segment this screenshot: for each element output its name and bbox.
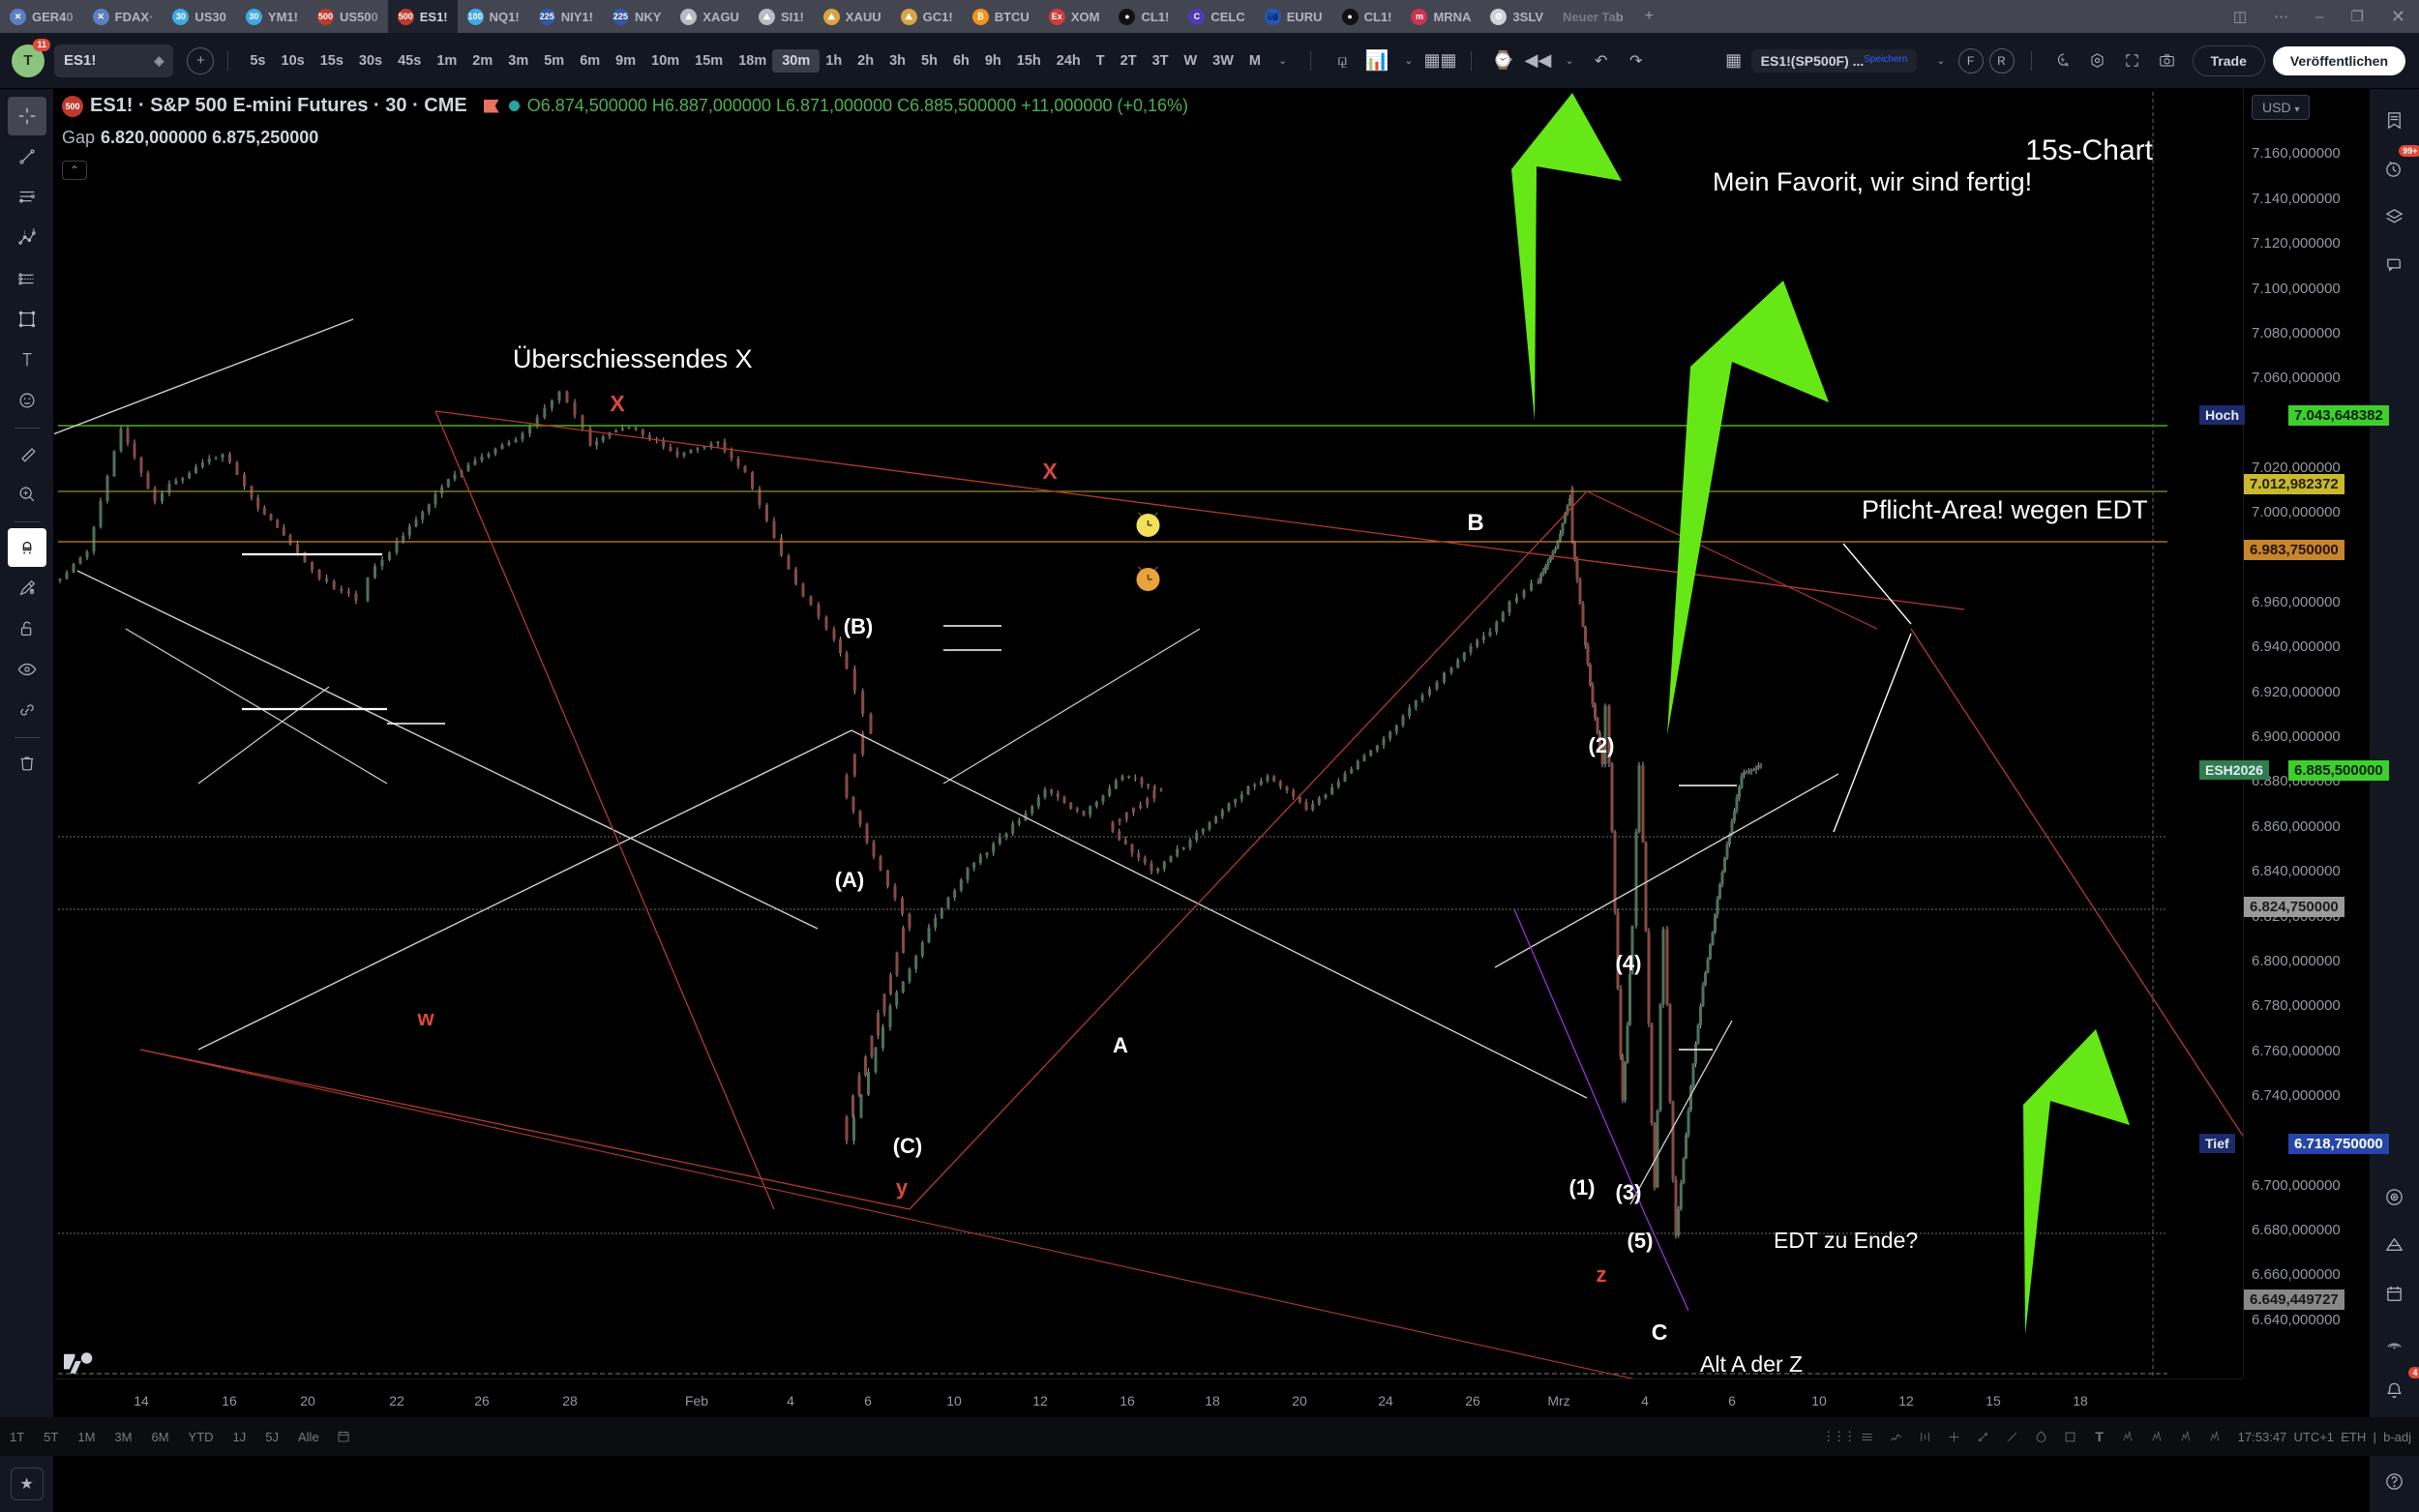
svg-text:(2): (2): [1589, 733, 1615, 757]
svg-text:Pflicht-Area! wegen EDT: Pflicht-Area! wegen EDT: [1862, 495, 2148, 524]
svg-text:5: 5: [32, 227, 35, 232]
svg-text:A: A: [1113, 1033, 1128, 1057]
svg-text:(5): (5): [1628, 1229, 1654, 1253]
svg-text:y: y: [896, 1175, 909, 1200]
svg-text:B: B: [1467, 510, 1483, 536]
svg-text:(B): (B): [844, 614, 874, 638]
svg-text:EDT zu Ende?: EDT zu Ende?: [1774, 1228, 1918, 1253]
svg-text:z: z: [1597, 1262, 1607, 1287]
svg-text:(C): (C): [893, 1134, 923, 1158]
svg-text:X: X: [1042, 459, 1058, 484]
svg-text:(4): (4): [1616, 951, 1642, 975]
svg-text:(3): (3): [1616, 1180, 1642, 1204]
svg-text:X: X: [610, 391, 625, 416]
svg-text:Alt A der Z: Alt A der Z: [1700, 1351, 1803, 1377]
svg-text:(1): (1): [1569, 1175, 1596, 1200]
svg-text:1: 1: [23, 229, 26, 234]
svg-text:C: C: [1652, 1319, 1668, 1345]
svg-text:(A): (A): [835, 868, 865, 892]
svg-text:Mein Favorit, wir sind fertig!: Mein Favorit, wir sind fertig!: [1713, 167, 2032, 196]
svg-text:w: w: [416, 1006, 434, 1030]
svg-text:Überschiessendes X: Überschiessendes X: [513, 344, 753, 373]
svg-text:15s-Chart: 15s-Chart: [2025, 134, 2153, 166]
